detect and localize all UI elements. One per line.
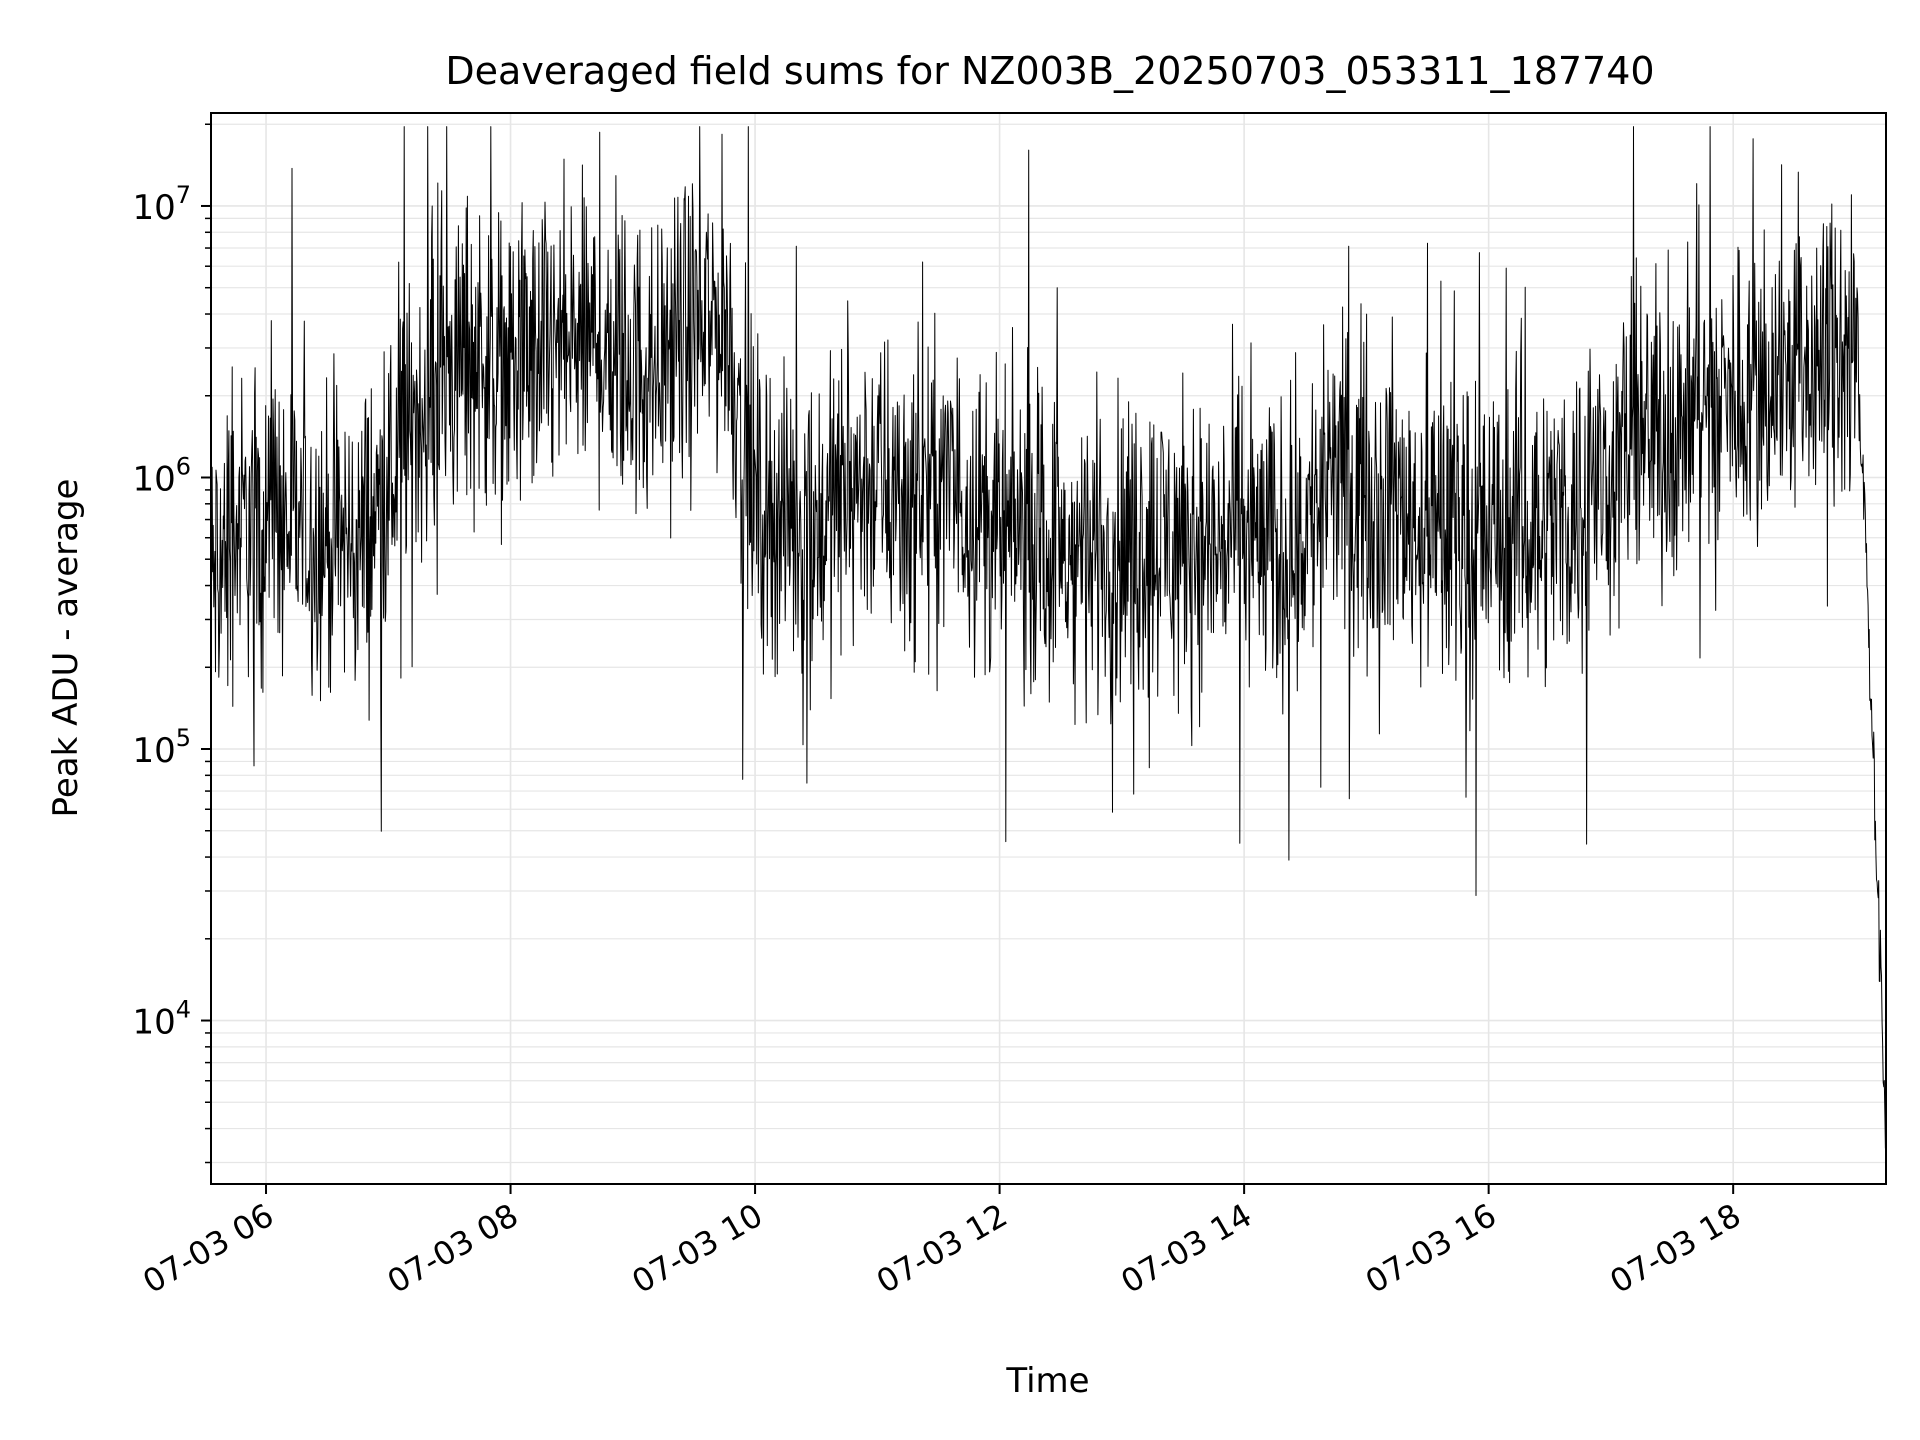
y-tick-label: 107 [132,181,191,228]
plot-area [210,126,1887,1149]
y-axis: 104 105 106 107 [132,123,211,1164]
y-tick-label: 105 [132,724,191,771]
y-tick-label: 104 [132,996,191,1043]
chart-title: Deaveraged field sums for NZ003B_2025070… [445,49,1654,93]
y-tick-label: 106 [132,452,191,499]
plot-frame [210,112,1887,1185]
x-axis-label: Time [1005,1361,1089,1401]
y-axis-label: Peak ADU - average [46,479,86,818]
series-line [210,126,1887,1149]
